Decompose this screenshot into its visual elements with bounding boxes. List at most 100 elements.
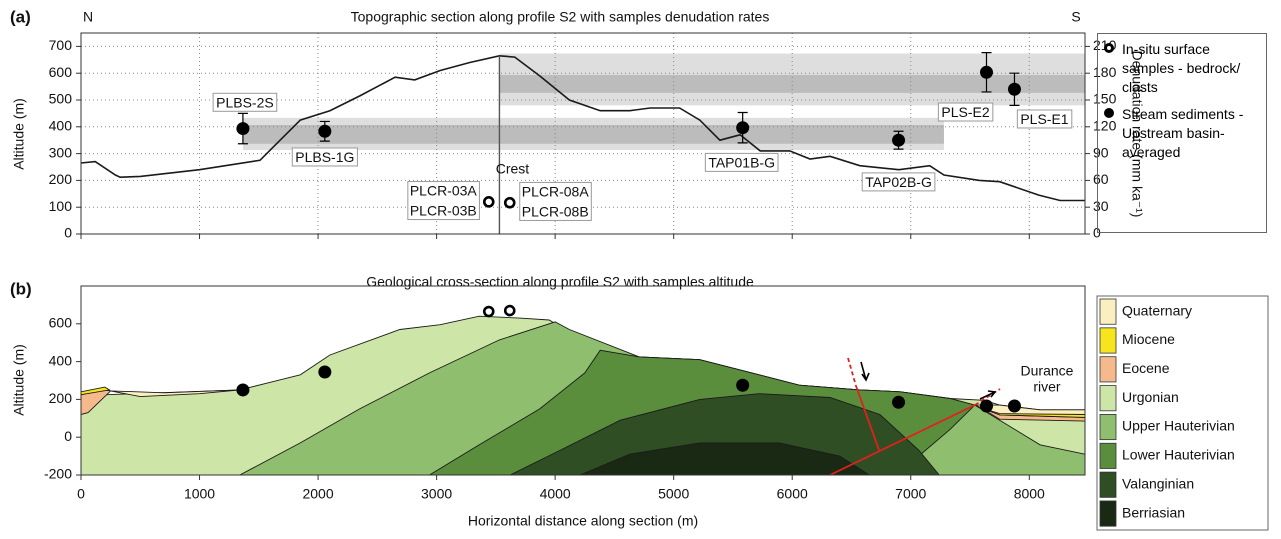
sample-point	[979, 65, 993, 79]
label-box	[704, 152, 779, 172]
direction-label: S	[1071, 9, 1080, 25]
sample-label: PLCR-03A	[410, 183, 478, 199]
chart-title: Topographic section along profile S2 wit…	[351, 9, 770, 25]
label-box	[937, 102, 994, 122]
sample-point	[503, 304, 516, 317]
sample-point	[503, 196, 516, 209]
y2-tick-label: 90	[1093, 144, 1109, 160]
x-tick-label: 0	[77, 486, 85, 502]
legend-label: Valanginian	[1122, 475, 1194, 491]
legend-swatch	[1099, 298, 1117, 325]
label-box	[1016, 109, 1073, 129]
topography-line	[80, 54, 1085, 202]
sample-label: TAP01B-G	[708, 154, 775, 170]
fault-arrow	[979, 390, 997, 400]
sample-point	[892, 395, 906, 409]
x-axis-title: Horizontal distance along section (m)	[468, 513, 698, 529]
label-box	[407, 181, 480, 221]
label-box	[291, 147, 358, 167]
legend-swatch	[1099, 413, 1117, 441]
layers	[81, 315, 1085, 475]
label-box	[861, 172, 936, 192]
fault-line	[829, 404, 976, 476]
label-box	[212, 92, 278, 112]
sample-label: PLBS-2S	[216, 94, 274, 110]
sample-label: TAP02B-G	[865, 174, 932, 190]
plot-frame	[80, 32, 1086, 235]
y-tick-label: 100	[49, 198, 73, 214]
y-tick-label: 500	[49, 91, 73, 107]
legend-label: Berriasian	[1122, 504, 1185, 520]
y2-tick-label: 120	[1093, 118, 1117, 134]
legend-marker	[1104, 108, 1114, 118]
legend-label: Stream sediments - Upstream basin-averag…	[1122, 106, 1244, 160]
y-tick-label: 200	[49, 171, 73, 187]
legend-label: Upper Hauterivian	[1122, 418, 1235, 434]
x-tick-label: 8000	[1014, 486, 1045, 502]
x-tick-label: 2000	[302, 486, 333, 502]
x-tick-label: 5000	[658, 486, 689, 502]
sample-label: PLCR-03B	[410, 203, 477, 219]
legend-swatch	[1099, 471, 1117, 498]
sample-point	[1007, 399, 1021, 413]
plot-frame	[80, 285, 1086, 476]
panel-label: (b)	[10, 279, 32, 298]
sample-label: PLS-E2	[941, 104, 989, 120]
legend-swatch	[1099, 327, 1117, 354]
y-tick-label: 0	[64, 428, 72, 444]
y-tick-label: 400	[49, 352, 73, 368]
sample-point	[736, 378, 750, 392]
x-tick-label: 3000	[421, 486, 452, 502]
chart-title: Geological cross-section along profile S…	[366, 274, 754, 290]
legend-swatch	[1099, 356, 1117, 383]
rate-band	[242, 125, 944, 144]
geologic-unit	[110, 389, 240, 398]
geologic-unit	[81, 386, 111, 396]
fault-line	[855, 385, 880, 451]
legend-label: In-situ surface samples - bedrock/ clast…	[1122, 41, 1241, 95]
legend-label: Quaternary	[1122, 302, 1192, 318]
sample-point	[318, 124, 332, 138]
panel-label: (a)	[10, 7, 31, 26]
legend: In-situ surface samples - bedrock/ clast…	[1097, 33, 1267, 233]
crest-label: Crest	[496, 161, 530, 177]
x-tick-label: 1000	[184, 486, 215, 502]
y-tick-label: 400	[49, 118, 73, 134]
annotation: river	[1033, 379, 1061, 395]
sample-point	[979, 399, 993, 413]
fault-arrow	[860, 361, 870, 382]
y-tick-label: 600	[49, 64, 73, 80]
sample-label: PLS-E1	[1020, 111, 1068, 127]
x-tick-label: 4000	[540, 486, 571, 502]
y-tick-label: 600	[49, 315, 73, 331]
sample-label: PLCR-08B	[522, 203, 589, 219]
legend-label: Lower Hauterivian	[1122, 447, 1235, 463]
legend-item: In-situ surface samples - bedrock/ clast…	[1102, 40, 1262, 97]
y-tick-label: 700	[49, 37, 73, 53]
legend-swatch	[1099, 385, 1117, 412]
y2-tick-label: 60	[1093, 171, 1109, 187]
geologic-unit	[579, 442, 871, 475]
y-axis-title: Altitude (m)	[11, 344, 27, 416]
sample-point	[236, 122, 250, 136]
annotation: Durance	[1021, 363, 1074, 379]
x-tick-label: 6000	[777, 486, 808, 502]
legend-swatch	[1099, 442, 1117, 469]
y2-axis-title: Denudation rate (mm ka⁻¹)	[1129, 51, 1145, 218]
legend-label: Urgonian	[1122, 389, 1179, 405]
legend-box	[1096, 295, 1269, 531]
sample-point	[892, 133, 906, 147]
sample-point	[1007, 82, 1021, 96]
y-axis-title: Altitude (m)	[11, 98, 27, 170]
direction-label: N	[83, 9, 93, 25]
y2-tick-label: 150	[1093, 91, 1117, 107]
faults	[829, 357, 1001, 476]
sample-label: PLBS-1G	[295, 149, 354, 165]
sample-label: PLCR-08A	[522, 183, 590, 199]
y2-tick-label: 30	[1093, 198, 1109, 214]
y-tick-label: 200	[49, 390, 73, 406]
y2-tick-label: 180	[1093, 64, 1117, 80]
sample-point	[482, 305, 495, 318]
